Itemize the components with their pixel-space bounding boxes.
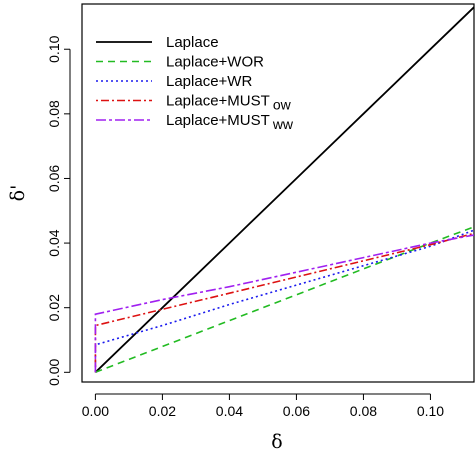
x-tick-label: 0.02 (149, 403, 176, 419)
x-tick-label: 0.10 (417, 403, 444, 419)
legend-label-5: Laplace+MUST ww (166, 112, 294, 132)
y-tick-label: 0.00 (46, 358, 62, 385)
x-axis-title: δ (271, 431, 282, 453)
x-tick-label: 0.06 (283, 403, 310, 419)
series-line-4 (94, 232, 474, 373)
y-tick-label: 0.02 (46, 294, 62, 321)
plot-frame (81, 3, 475, 383)
legend-label-2: Laplace+WOR (166, 54, 264, 71)
series-line-5 (94, 234, 474, 373)
series-line-1 (94, 6, 474, 373)
x-tick-label: 0.08 (350, 403, 377, 419)
series-line-3 (94, 229, 474, 373)
legend: Laplace Laplace+WOR Laplace+WR Laplace+MUST… (96, 34, 294, 132)
legend-label-4: Laplace+MUST ow (166, 93, 292, 113)
x-axis: 0.00 0.02 0.04 0.06 0.08 0.10 (82, 393, 444, 419)
y-tick-label: 0.06 (46, 165, 62, 192)
legend-label-1: Laplace (166, 34, 219, 51)
y-tick-label: 0.10 (46, 35, 62, 62)
x-tick-label: 0.04 (216, 403, 243, 419)
y-axis: 0.00 0.02 0.04 0.06 0.08 0.10 (46, 35, 71, 386)
x-tick-label: 0.00 (82, 403, 109, 419)
series-layer (94, 6, 474, 374)
y-tick-label: 0.08 (46, 100, 62, 127)
y-tick-label: 0.04 (46, 229, 62, 256)
legend-label-3: Laplace+WR (166, 73, 252, 90)
series-line-2 (95, 226, 474, 374)
y-axis-title: δ' (7, 185, 29, 202)
